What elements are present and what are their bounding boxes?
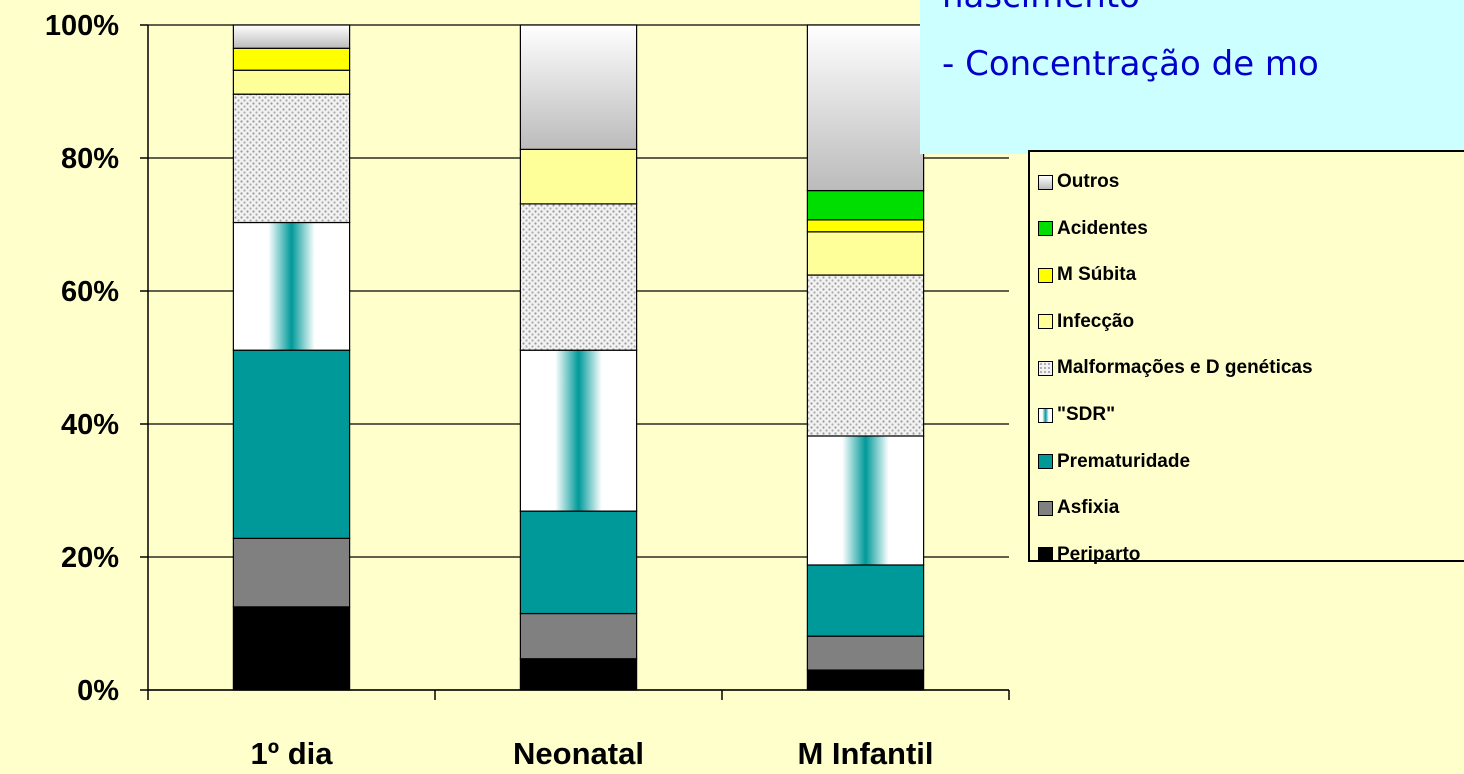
legend-swatch bbox=[1038, 360, 1053, 376]
legend-item: Periparto bbox=[1038, 541, 1140, 569]
legend-swatch bbox=[1038, 500, 1053, 516]
bar-segment bbox=[806, 435, 925, 566]
bar-segment bbox=[232, 69, 351, 95]
y-tick-label: 80% bbox=[61, 143, 119, 175]
y-tick-label: 60% bbox=[61, 276, 119, 308]
x-tick-labels: 1º dia Neonatal M Infantil bbox=[251, 736, 934, 771]
bar-segment bbox=[232, 221, 351, 351]
bar-segment bbox=[806, 219, 925, 233]
x-category-label: Neonatal bbox=[513, 736, 644, 771]
legend-swatch bbox=[1038, 267, 1053, 283]
bar-segment bbox=[519, 612, 638, 660]
y-tick-label: 20% bbox=[61, 542, 119, 574]
y-tick-label: 0% bbox=[77, 675, 119, 707]
legend-item: "SDR" bbox=[1038, 401, 1115, 429]
legend-label: Infecção bbox=[1057, 310, 1135, 332]
legend-swatch bbox=[1038, 454, 1053, 470]
x-category-label: 1º dia bbox=[251, 736, 334, 771]
axes bbox=[140, 24, 1010, 700]
legend-swatch bbox=[1038, 407, 1053, 423]
legend-item: Infecção bbox=[1038, 308, 1134, 336]
bars bbox=[232, 24, 925, 691]
bar-segment bbox=[806, 24, 925, 192]
legend-item: Outros bbox=[1038, 168, 1119, 196]
bar-segment bbox=[519, 203, 638, 351]
legend-swatch bbox=[1038, 174, 1053, 190]
legend-item: Asfixia bbox=[1038, 494, 1119, 522]
bar-segment bbox=[806, 564, 925, 637]
legend-label: Outros bbox=[1057, 171, 1120, 192]
bar-segment bbox=[232, 349, 351, 539]
legend-label: Periparto bbox=[1057, 543, 1141, 565]
legend-label: Asfixia bbox=[1057, 497, 1120, 519]
bar-segment bbox=[519, 510, 638, 615]
legend-label: Malformações e D genéticas bbox=[1057, 357, 1313, 379]
text-callout: nascimento - Concentração de mo bbox=[920, 0, 1464, 154]
legend-item: M Súbita bbox=[1038, 261, 1136, 289]
bar-segment bbox=[519, 658, 638, 691]
legend-swatch bbox=[1038, 314, 1053, 330]
bar-segment bbox=[519, 349, 638, 512]
legend-label: M Súbita bbox=[1057, 264, 1137, 286]
bar-segment bbox=[806, 669, 925, 691]
chart-legend: Outros Acidentes M Súbita Infecção Malformaç… bbox=[1028, 150, 1464, 565]
bar-segment bbox=[519, 148, 638, 205]
bar-segment bbox=[232, 24, 351, 49]
legend-item: Prematuridade bbox=[1038, 448, 1190, 476]
y-tick-label: 40% bbox=[61, 409, 119, 441]
bar-segment bbox=[806, 189, 925, 221]
legend-swatch bbox=[1038, 547, 1053, 563]
legend-item: Acidentes bbox=[1038, 215, 1148, 243]
y-tick-label: 100% bbox=[45, 10, 119, 42]
bar-segment bbox=[232, 537, 351, 608]
bar-segment bbox=[232, 93, 351, 224]
legend-label: "SDR" bbox=[1057, 404, 1116, 425]
legend-label: Acidentes bbox=[1057, 217, 1148, 239]
x-category-label: M Infantil bbox=[797, 736, 933, 771]
bar-segment bbox=[232, 606, 351, 691]
bar-segment bbox=[232, 47, 351, 71]
bar-segment bbox=[806, 231, 925, 276]
legend-swatch bbox=[1038, 221, 1053, 237]
legend-label: Prematuridade bbox=[1057, 450, 1191, 472]
bar-segment bbox=[519, 24, 638, 150]
bar-segment bbox=[806, 274, 925, 437]
y-tick-labels: 0% 20% 40% 60% 80% 100% bbox=[45, 10, 119, 707]
legend-item: Malformações e D genéticas bbox=[1038, 354, 1313, 382]
callout-line-1: nascimento bbox=[942, 0, 1140, 16]
callout-line-2: - Concentração de mo bbox=[942, 44, 1319, 84]
bar-segment bbox=[806, 635, 925, 671]
